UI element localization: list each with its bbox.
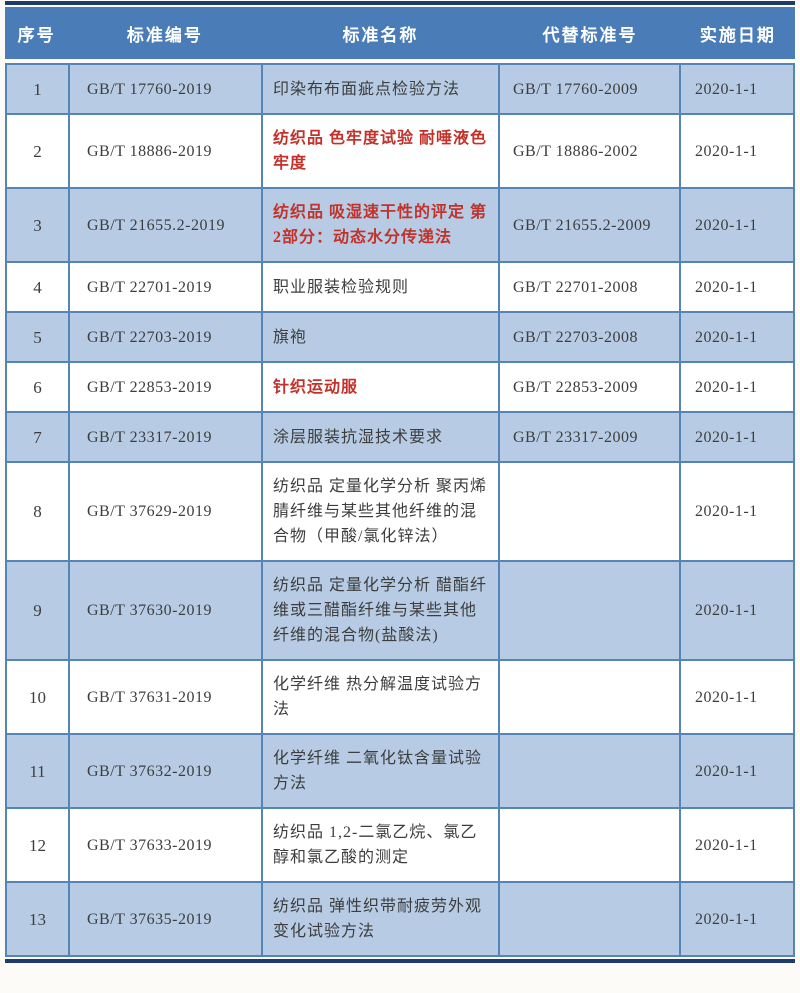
cell-seq: 8 (5, 461, 70, 562)
cell-replaced (498, 461, 681, 562)
cell-name: 针织运动服 (261, 361, 500, 413)
cell-code: GB/T 37629-2019 (68, 461, 263, 562)
col-header-date: 实施日期 (699, 25, 776, 45)
cell-replaced: GB/T 22853-2009 (498, 361, 681, 413)
cell-replaced: GB/T 22701-2008 (498, 261, 681, 313)
table-row: 11 GB/T 37632-2019 化学纤维 二氧化钛含量试验方法 2020-1-1 (5, 733, 795, 809)
cell-code: GB/T 37633-2019 (68, 807, 263, 883)
cell-date: 2020-1-1 (679, 560, 795, 661)
cell-replaced (498, 881, 681, 957)
table-row: 10 GB/T 37631-2019 化学纤维 热分解温度试验方法 2020-1-1 (5, 659, 795, 735)
table-row: 13 GB/T 37635-2019 纺织品 弹性织带耐疲劳外观变化试验方法 2020… (5, 881, 795, 957)
table-row: 7 GB/T 23317-2019 涂层服装抗湿技术要求 GB/T 23317-200… (5, 411, 795, 463)
cell-date: 2020-1-1 (679, 733, 795, 809)
cell-code: GB/T 37630-2019 (68, 560, 263, 661)
cell-date: 2020-1-1 (679, 113, 795, 189)
cell-replaced: GB/T 17760-2009 (498, 63, 681, 115)
cell-seq: 9 (5, 560, 70, 661)
table-bottom-rule (5, 959, 795, 963)
cell-name: 纺织品 色牢度试验 耐唾液色牢度 (261, 113, 500, 189)
cell-code: GB/T 23317-2019 (68, 411, 263, 463)
cell-date: 2020-1-1 (679, 311, 795, 363)
table-row: 1 GB/T 17760-2019 印染布布面疵点检验方法 GB/T 17760-20… (5, 63, 795, 115)
cell-code: GB/T 22701-2019 (68, 261, 263, 313)
table-row: 12 GB/T 37633-2019 纺织品 1,2-二氯乙烷、氯乙醇和氯乙酸的测定… (5, 807, 795, 883)
cell-seq: 10 (5, 659, 70, 735)
cell-date: 2020-1-1 (679, 461, 795, 562)
cell-name: 纺织品 1,2-二氯乙烷、氯乙醇和氯乙酸的测定 (261, 807, 500, 883)
table-row: 4 GB/T 22701-2019 职业服装检验规则 GB/T 22701-2008 2… (5, 261, 795, 313)
cell-code: GB/T 17760-2019 (68, 63, 263, 115)
col-header-code: 标准编号 (126, 25, 203, 45)
cell-code: GB/T 21655.2-2019 (68, 187, 263, 263)
header-row: 序号 标准编号 标准名称 代替标准号 实施日期 (5, 7, 795, 59)
table-row: 6 GB/T 22853-2019 针织运动服 GB/T 22853-2009 2020… (5, 361, 795, 413)
table-top-rule (5, 1, 795, 5)
cell-code: GB/T 22853-2019 (68, 361, 263, 413)
cell-date: 2020-1-1 (679, 187, 795, 263)
cell-code: GB/T 37632-2019 (68, 733, 263, 809)
cell-code: GB/T 18886-2019 (68, 113, 263, 189)
cell-seq: 11 (5, 733, 70, 809)
cell-date: 2020-1-1 (679, 63, 795, 115)
cell-replaced: GB/T 21655.2-2009 (498, 187, 681, 263)
cell-seq: 12 (5, 807, 70, 883)
cell-replaced: GB/T 23317-2009 (498, 411, 681, 463)
col-header-replaced: 代替标准号 (542, 25, 638, 45)
cell-date: 2020-1-1 (679, 881, 795, 957)
cell-seq: 13 (5, 881, 70, 957)
cell-date: 2020-1-1 (679, 411, 795, 463)
cell-date: 2020-1-1 (679, 361, 795, 413)
cell-seq: 4 (5, 261, 70, 313)
cell-replaced (498, 733, 681, 809)
table-row: 3 GB/T 21655.2-2019 纺织品 吸湿速干性的评定 第2部分：动态水分… (5, 187, 795, 263)
cell-replaced (498, 560, 681, 661)
cell-replaced: GB/T 22703-2008 (498, 311, 681, 363)
cell-seq: 3 (5, 187, 70, 263)
cell-date: 2020-1-1 (679, 261, 795, 313)
cell-seq: 1 (5, 63, 70, 115)
table-row: 2 GB/T 18886-2019 纺织品 色牢度试验 耐唾液色牢度 GB/T 188… (5, 113, 795, 189)
cell-seq: 2 (5, 113, 70, 189)
cell-replaced (498, 659, 681, 735)
cell-name: 纺织品 吸湿速干性的评定 第2部分：动态水分传递法 (261, 187, 500, 263)
cell-code: GB/T 37635-2019 (68, 881, 263, 957)
cell-name: 印染布布面疵点检验方法 (261, 63, 500, 115)
cell-name: 纺织品 定量化学分析 聚丙烯腈纤维与某些其他纤维的混合物（甲酸/氯化锌法） (261, 461, 500, 562)
table-row: 5 GB/T 22703-2019 旗袍 GB/T 22703-2008 2020-1-… (5, 311, 795, 363)
cell-name: 纺织品 弹性织带耐疲劳外观变化试验方法 (261, 881, 500, 957)
cell-seq: 6 (5, 361, 70, 413)
cell-code: GB/T 22703-2019 (68, 311, 263, 363)
cell-name: 化学纤维 二氧化钛含量试验方法 (261, 733, 500, 809)
table-row: 9 GB/T 37630-2019 纺织品 定量化学分析 醋酯纤维或三醋酯纤维与某些… (5, 560, 795, 661)
table-row: 8 GB/T 37629-2019 纺织品 定量化学分析 聚丙烯腈纤维与某些其他纤维… (5, 461, 795, 562)
col-header-seq: 序号 (17, 25, 56, 45)
cell-date: 2020-1-1 (679, 659, 795, 735)
cell-replaced: GB/T 18886-2002 (498, 113, 681, 189)
cell-seq: 5 (5, 311, 70, 363)
col-header-name: 标准名称 (342, 25, 419, 45)
cell-seq: 7 (5, 411, 70, 463)
standards-table-header: 序号 标准编号 标准名称 代替标准号 实施日期 (5, 7, 795, 59)
cell-name: 化学纤维 热分解温度试验方法 (261, 659, 500, 735)
standards-table: 1 GB/T 17760-2019 印染布布面疵点检验方法 GB/T 17760-20… (5, 63, 795, 957)
cell-name: 旗袍 (261, 311, 500, 363)
cell-name: 纺织品 定量化学分析 醋酯纤维或三醋酯纤维与某些其他纤维的混合物(盐酸法) (261, 560, 500, 661)
cell-code: GB/T 37631-2019 (68, 659, 263, 735)
cell-date: 2020-1-1 (679, 807, 795, 883)
cell-name: 涂层服装抗湿技术要求 (261, 411, 500, 463)
table-body: 1 GB/T 17760-2019 印染布布面疵点检验方法 GB/T 17760-20… (5, 63, 795, 957)
cell-replaced (498, 807, 681, 883)
cell-name: 职业服装检验规则 (261, 261, 500, 313)
